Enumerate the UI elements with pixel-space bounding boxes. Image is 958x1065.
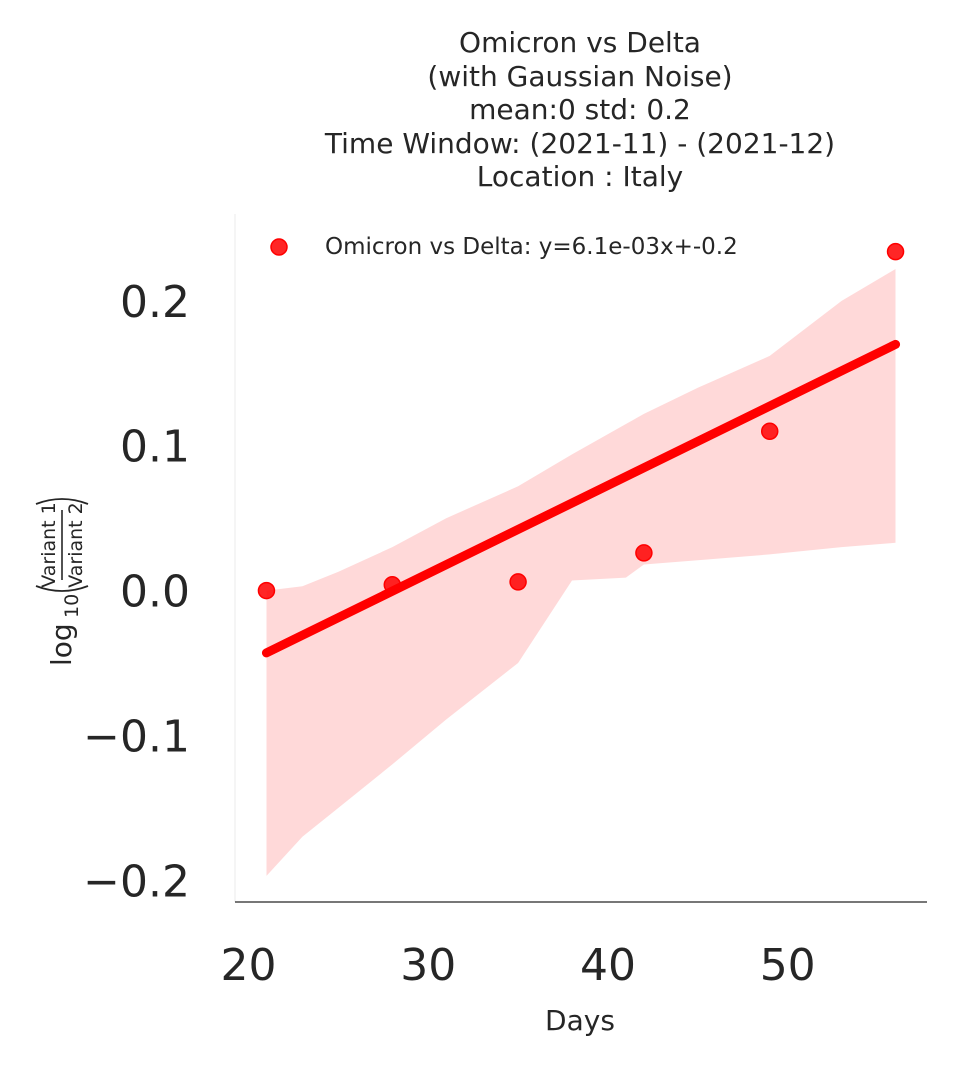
confidence-band-layer xyxy=(266,269,896,876)
x-tick-label: 30 xyxy=(400,940,456,991)
y-axis-label-log: log xyxy=(45,623,78,666)
data-point xyxy=(760,422,779,441)
data-point xyxy=(257,581,276,600)
data-point xyxy=(383,576,402,594)
legend-label: Omicron vs Delta: y=6.1e-03x+-0.2 xyxy=(325,234,738,260)
x-tick-labels: 20 30 40 50 xyxy=(220,940,815,991)
y-axis-label: log 10 Variant 1 Variant 2 xyxy=(35,498,89,666)
y-tick-label: 0.1 xyxy=(120,422,190,473)
y-axis-label-subscript: 10 xyxy=(61,594,83,618)
y-tick-label: −0.1 xyxy=(83,711,190,762)
x-tick-label: 40 xyxy=(580,940,636,991)
y-axis-label-denominator: Variant 2 xyxy=(65,502,87,588)
x-tick-label: 50 xyxy=(760,940,816,991)
x-tick-label: 20 xyxy=(220,940,276,991)
chart-title: Omicron vs Delta (with Gaussian Noise) m… xyxy=(235,26,925,194)
data-point xyxy=(509,573,527,591)
y-tick-label: 0.2 xyxy=(120,277,190,328)
y-tick-label: 0.0 xyxy=(120,567,190,618)
y-axis-label-close-paren xyxy=(35,498,89,505)
data-point xyxy=(635,544,653,562)
legend: Omicron vs Delta: y=6.1e-03x+-0.2 xyxy=(270,234,738,260)
regression-line-layer xyxy=(261,339,901,658)
title-line: Omicron vs Delta xyxy=(459,26,701,59)
title-line: (with Gaussian Noise) xyxy=(427,59,733,93)
data-point xyxy=(886,242,905,261)
title-line: Location : Italy xyxy=(476,160,684,193)
regression-line xyxy=(261,339,901,658)
y-tick-label: −0.2 xyxy=(83,856,190,907)
title-line: mean:0 std: 0.2 xyxy=(469,93,691,126)
y-tick-labels: −0.2 −0.1 0.0 0.1 0.2 xyxy=(83,277,190,907)
data-points-layer xyxy=(257,242,905,600)
title-line: Time Window: (2021-11) - (2021-12) xyxy=(324,126,836,160)
x-axis-label: Days xyxy=(545,1004,615,1037)
legend-marker xyxy=(270,238,288,256)
y-axis-label-open-paren xyxy=(35,585,89,592)
y-axis-label-numerator: Variant 1 xyxy=(38,502,60,588)
confidence-band xyxy=(266,269,896,876)
